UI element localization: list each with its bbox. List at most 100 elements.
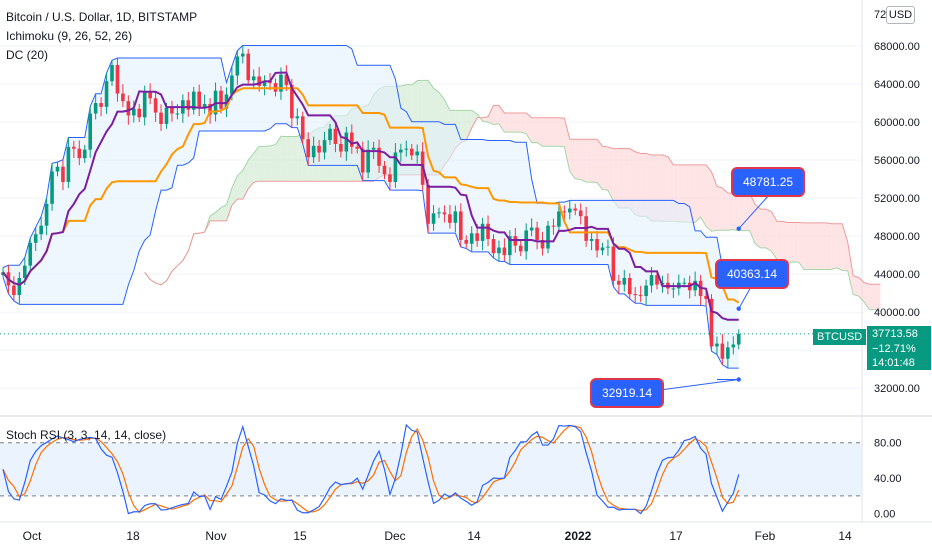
- cloud-segment: [275, 136, 281, 182]
- candle-body: [709, 298, 714, 347]
- candle: [33, 227, 38, 251]
- candle-body: [99, 103, 103, 107]
- cloud-segment: [738, 193, 745, 231]
- annotation-callout-mid[interactable]: 40363.14: [715, 259, 790, 289]
- candle-body: [44, 203, 49, 226]
- price-tick-label: 44000.00: [874, 269, 920, 281]
- indicator-dc-label[interactable]: DC (20): [6, 48, 49, 62]
- price-tick-label: 32000.00: [874, 383, 920, 395]
- candle-body: [573, 208, 578, 211]
- candle-body: [251, 76, 256, 81]
- donchian-fill: [3, 45, 739, 369]
- candle: [66, 137, 71, 188]
- time-axis[interactable]: Oct 18 Nov 15 Dec 14 2022 17 Feb 14: [0, 521, 932, 543]
- candle: [115, 58, 120, 102]
- cloud-segment: [597, 139, 603, 190]
- candle: [159, 104, 163, 132]
- price-tick-label: 52000.00: [874, 193, 920, 205]
- candle: [399, 143, 403, 162]
- candle-body: [529, 227, 534, 231]
- candle-body: [622, 277, 627, 285]
- candle-body: [404, 148, 409, 150]
- annotation-callout-high[interactable]: 48781.25: [731, 167, 806, 197]
- candle: [622, 269, 627, 292]
- candle: [404, 140, 409, 157]
- candle: [110, 60, 114, 86]
- candle-body: [568, 208, 572, 213]
- candle: [317, 139, 321, 162]
- candle-body: [633, 294, 637, 296]
- currency-badge[interactable]: USD: [886, 6, 915, 24]
- indicator-ichimoku-label[interactable]: Ichimoku (9, 26, 52, 26): [6, 29, 133, 43]
- candle: [44, 197, 49, 236]
- candle-body: [66, 146, 71, 182]
- candle: [600, 242, 605, 256]
- candle: [219, 85, 223, 114]
- cloud-segment: [515, 113, 521, 133]
- candle-body: [502, 247, 507, 256]
- cloud-segment: [259, 146, 265, 182]
- candle: [573, 203, 578, 216]
- candle-body: [589, 238, 594, 241]
- candle: [606, 239, 610, 256]
- candle: [197, 84, 201, 116]
- candle-body: [491, 238, 496, 254]
- time-tick-label: 14: [467, 529, 481, 543]
- stoch-rsi-label[interactable]: Stoch RSI (3, 3, 14, 14, close): [6, 428, 167, 442]
- candle-body: [115, 65, 120, 94]
- candle-body: [399, 149, 403, 153]
- candle: [366, 140, 370, 179]
- cloud-segment: [825, 222, 832, 270]
- cloud-segment: [210, 212, 216, 221]
- candle: [557, 202, 561, 233]
- candle: [328, 123, 332, 145]
- candle: [153, 92, 158, 122]
- cloud-segment: [607, 146, 614, 202]
- candle: [638, 285, 643, 302]
- candle-body: [279, 74, 283, 92]
- candle: [121, 84, 125, 108]
- candle-body: [655, 275, 659, 285]
- candle-body: [551, 225, 556, 227]
- candle-body: [409, 148, 414, 156]
- bar-countdown: 14:01:48: [872, 357, 915, 369]
- time-tick-label: Dec: [384, 529, 405, 543]
- candle: [137, 104, 142, 123]
- last-price-box: 37713.58 −12.71% 14:01:48: [867, 326, 931, 370]
- candle-body: [72, 146, 76, 149]
- annotation-callout-low[interactable]: 32919.14: [590, 378, 665, 408]
- candle-body: [720, 343, 725, 359]
- candle: [17, 272, 22, 305]
- cloud-segment: [793, 222, 799, 263]
- candle-body: [164, 107, 169, 124]
- candle: [344, 126, 349, 161]
- candle-body: [12, 285, 16, 296]
- candle: [12, 276, 16, 301]
- cloud-segment: [493, 105, 499, 125]
- candle: [535, 221, 539, 250]
- candle: [568, 200, 572, 220]
- candle-body: [371, 147, 376, 150]
- candle-body: [638, 295, 643, 297]
- candle-body: [197, 91, 201, 108]
- candle-body: [431, 213, 436, 224]
- cloud-segment: [548, 117, 554, 147]
- candle-body: [736, 334, 741, 345]
- candle: [202, 94, 207, 114]
- candle-body: [317, 145, 321, 153]
- cloud-segment: [766, 209, 772, 252]
- time-tick-label: 15: [293, 529, 307, 543]
- candle-body: [475, 233, 479, 241]
- annotation-line-0: [738, 193, 771, 230]
- candle-body: [55, 166, 60, 172]
- candle-body: [415, 151, 419, 156]
- price-tick-label: 56000.00: [874, 155, 920, 167]
- candle: [186, 92, 191, 117]
- senkou-span-a: [144, 79, 881, 312]
- price-tick-label: 64000.00: [874, 79, 920, 91]
- candle-body: [360, 148, 365, 173]
- candle: [508, 230, 512, 265]
- candle-body: [437, 212, 441, 214]
- candle: [459, 203, 463, 247]
